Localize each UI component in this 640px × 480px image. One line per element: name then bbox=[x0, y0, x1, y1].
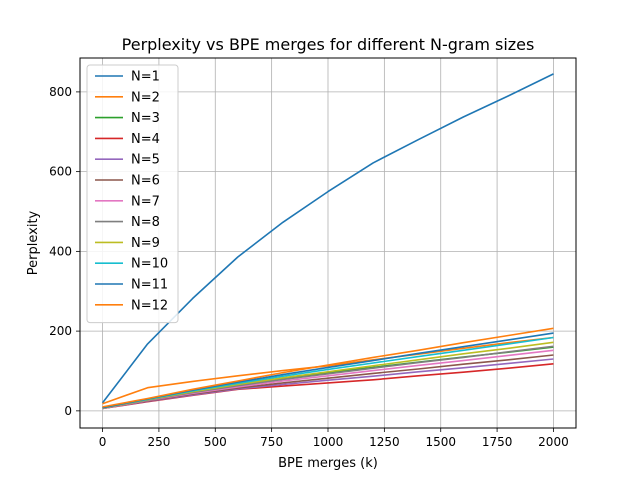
y-tick-label: 400 bbox=[49, 244, 72, 258]
y-tick-label: 600 bbox=[49, 165, 72, 179]
y-tick-label: 800 bbox=[49, 85, 72, 99]
x-tick-label: 250 bbox=[147, 435, 170, 449]
x-tick-label: 1000 bbox=[313, 435, 344, 449]
series-layer bbox=[101, 73, 554, 410]
legend-label: N=12 bbox=[131, 298, 168, 313]
x-tick-label: 500 bbox=[204, 435, 227, 449]
legend-label: N=2 bbox=[131, 90, 160, 105]
y-tick-label: 0 bbox=[64, 404, 72, 418]
series-line-n12 bbox=[102, 327, 554, 408]
legend-label: N=10 bbox=[131, 257, 168, 272]
x-tick-label: 1750 bbox=[482, 435, 513, 449]
x-tick-label: 1500 bbox=[425, 435, 456, 449]
legend-label: N=3 bbox=[131, 111, 160, 126]
legend-label: N=7 bbox=[131, 194, 160, 209]
x-tick-label: 2000 bbox=[538, 435, 569, 449]
x-axis-label: BPE merges (k) bbox=[278, 456, 378, 471]
legend-label: N=4 bbox=[131, 132, 160, 147]
legend-label: N=8 bbox=[131, 215, 160, 230]
grid-layer bbox=[80, 58, 576, 428]
x-tick-label: 750 bbox=[260, 435, 283, 449]
legend-label: N=5 bbox=[131, 153, 160, 168]
x-tick-label: 0 bbox=[99, 435, 107, 449]
y-tick-label: 200 bbox=[49, 324, 72, 338]
tick-layer: 0 250 500 750 1000 1250 1500 1750 2000 0 200 400 600… bbox=[49, 85, 569, 449]
legend-box bbox=[86, 64, 179, 324]
legend-label: N=1 bbox=[131, 70, 160, 85]
chart-title: Perplexity vs BPE merges for different N… bbox=[122, 35, 535, 54]
x-tick-label: 1250 bbox=[369, 435, 400, 449]
y-axis-label: Perplexity bbox=[26, 210, 41, 275]
legend-label: N=6 bbox=[131, 174, 160, 189]
legend: N=1 N=2 N=3 N=4 N=5 N=6 N=7 N=8 N=9 N=10 N=11 N=12 bbox=[86, 64, 179, 324]
legend-label: N=9 bbox=[131, 236, 160, 251]
legend-label: N=11 bbox=[131, 278, 168, 293]
